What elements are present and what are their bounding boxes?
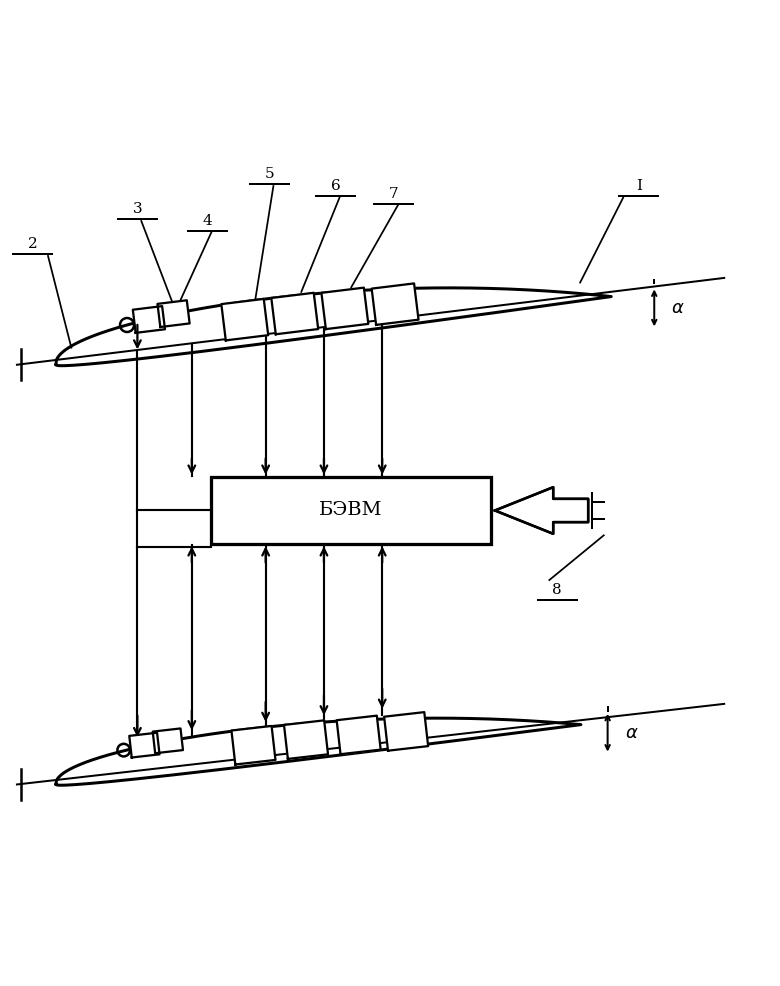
Polygon shape <box>158 301 190 327</box>
Polygon shape <box>232 726 275 764</box>
Polygon shape <box>495 487 588 533</box>
Polygon shape <box>284 721 328 759</box>
Text: БЭВМ: БЭВМ <box>319 502 383 520</box>
Polygon shape <box>321 288 368 329</box>
Polygon shape <box>371 283 419 324</box>
Text: 8: 8 <box>552 583 562 598</box>
Polygon shape <box>153 729 183 753</box>
Text: 5: 5 <box>264 168 275 181</box>
Text: 3: 3 <box>133 202 142 216</box>
Bar <box>211 477 491 543</box>
Polygon shape <box>337 716 381 754</box>
Text: $\alpha$: $\alpha$ <box>625 724 638 741</box>
Polygon shape <box>133 306 165 333</box>
Polygon shape <box>384 712 428 750</box>
Polygon shape <box>129 733 160 757</box>
Text: $\alpha$: $\alpha$ <box>672 299 685 317</box>
Polygon shape <box>222 299 268 340</box>
Text: I: I <box>636 179 642 193</box>
Polygon shape <box>271 293 318 334</box>
Text: 7: 7 <box>389 186 399 201</box>
Text: 6: 6 <box>331 179 340 193</box>
Text: 2: 2 <box>27 238 37 251</box>
Text: 4: 4 <box>203 214 212 228</box>
